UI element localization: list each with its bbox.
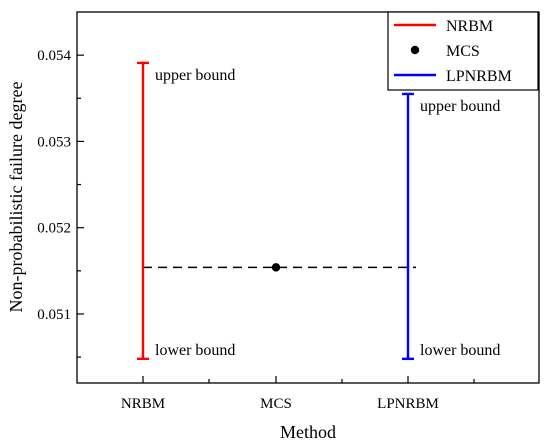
x-tick-label: LPNRBM: [377, 396, 439, 412]
chart-marks: upper bound lower bound upper bound lower b…: [137, 61, 500, 361]
x-axis: NRBM MCS LPNRBM: [121, 376, 475, 412]
lpnrbm-upper-bound-label: upper bound: [420, 98, 500, 115]
legend-label: NRBM: [446, 18, 493, 35]
legend-swatch-mcs: [410, 45, 420, 55]
x-axis-label: Method: [280, 422, 336, 442]
nrbm-lower-bound-label: lower bound: [155, 342, 235, 359]
legend-label: LPNRBM: [446, 68, 512, 85]
plot-frame: [76, 11, 540, 384]
nrbm-upper-bound-label: upper bound: [155, 67, 235, 84]
mcs-point: [271, 263, 281, 272]
lpnrbm-lower-bound-label: lower bound: [420, 342, 500, 359]
legend: NRBM MCS LPNRBM: [387, 11, 539, 91]
y-axis: 0.051 0.052 0.053 0.054: [37, 48, 84, 358]
x-tick-label: NRBM: [121, 396, 165, 412]
y-axis-label: Non-probabilistic failure degree: [6, 82, 26, 313]
y-tick-label: 0.051: [37, 307, 71, 323]
y-tick-label: 0.052: [37, 221, 71, 237]
y-tick-label: 0.054: [37, 48, 71, 64]
x-tick-label: MCS: [260, 396, 292, 412]
y-tick-label: 0.053: [37, 134, 71, 150]
legend-label: MCS: [446, 43, 480, 60]
